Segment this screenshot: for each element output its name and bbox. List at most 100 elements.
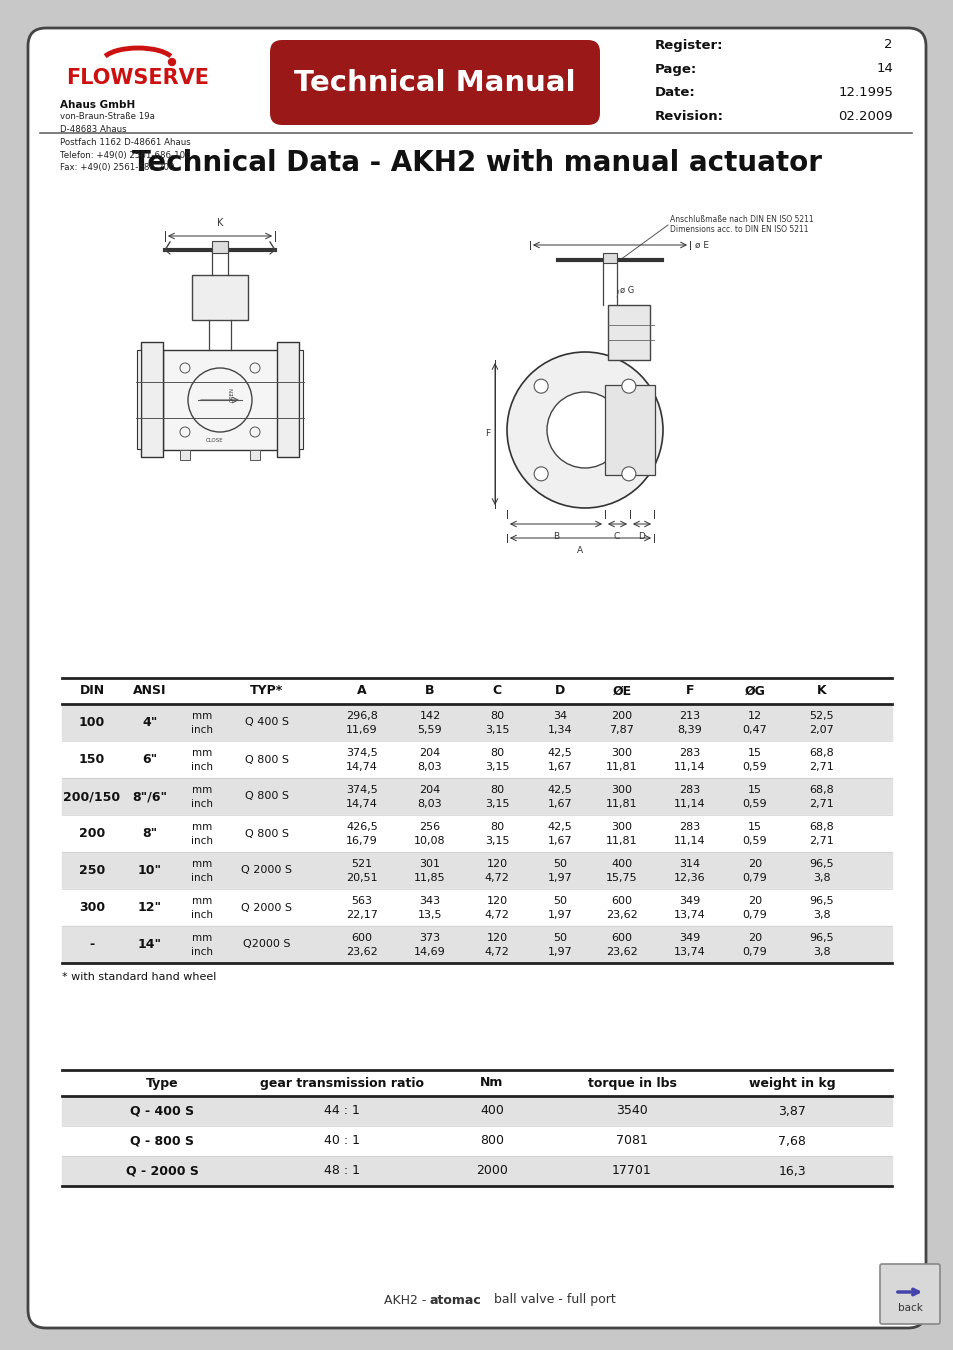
Text: mm: mm: [192, 896, 212, 906]
Text: 68,8: 68,8: [809, 784, 834, 795]
Text: von-Braun-Straße 19a
D-48683 Ahaus
Postfach 1162 D-48661 Ahaus
Telefon: +49(0) 2: von-Braun-Straße 19a D-48683 Ahaus Postf…: [60, 112, 191, 173]
Text: 374,5: 374,5: [346, 748, 377, 757]
Bar: [212, 242, 228, 252]
Text: 50: 50: [553, 933, 566, 942]
Text: 17701: 17701: [612, 1165, 651, 1177]
Text: 8,03: 8,03: [417, 799, 442, 809]
Text: 12": 12": [138, 900, 162, 914]
Text: 0,59: 0,59: [741, 799, 766, 809]
Text: 300: 300: [79, 900, 105, 914]
Text: 14,74: 14,74: [346, 799, 377, 809]
Text: 213: 213: [679, 711, 700, 721]
Text: 96,5: 96,5: [809, 933, 834, 942]
Bar: [604, 385, 655, 475]
Text: 16,79: 16,79: [346, 836, 377, 846]
Text: 120: 120: [486, 933, 507, 942]
Text: 600: 600: [611, 896, 632, 906]
Text: Q - 2000 S: Q - 2000 S: [126, 1165, 198, 1177]
Text: Technical Manual: Technical Manual: [294, 69, 576, 97]
Text: 2,71: 2,71: [809, 836, 834, 846]
Text: inch: inch: [191, 836, 213, 846]
Text: ø E: ø E: [695, 240, 708, 250]
Text: 300: 300: [611, 822, 632, 832]
FancyBboxPatch shape: [28, 28, 925, 1328]
Text: 20: 20: [747, 859, 761, 869]
Text: 301: 301: [419, 859, 440, 869]
Text: 300: 300: [611, 784, 632, 795]
Text: 7081: 7081: [616, 1134, 647, 1148]
Text: 600: 600: [351, 933, 372, 942]
Text: 2,71: 2,71: [809, 799, 834, 809]
Text: 4,72: 4,72: [484, 946, 509, 957]
Text: Q 2000 S: Q 2000 S: [241, 903, 293, 913]
Text: DIN: DIN: [79, 684, 105, 698]
Text: 4": 4": [142, 716, 157, 729]
Bar: [276, 342, 298, 458]
Text: 15: 15: [747, 822, 761, 832]
Text: 204: 204: [419, 784, 440, 795]
Text: 48 : 1: 48 : 1: [324, 1165, 359, 1177]
Text: 0,59: 0,59: [741, 836, 766, 846]
Text: * with standard hand wheel: * with standard hand wheel: [62, 972, 216, 981]
Text: 68,8: 68,8: [809, 822, 834, 832]
Text: 68,8: 68,8: [809, 748, 834, 757]
Bar: [250, 450, 260, 460]
Text: inch: inch: [191, 725, 213, 734]
Text: 50: 50: [553, 896, 566, 906]
Text: 2000: 2000: [476, 1165, 507, 1177]
Text: 96,5: 96,5: [809, 896, 834, 906]
Text: 13,5: 13,5: [417, 910, 442, 919]
Text: 44 : 1: 44 : 1: [324, 1104, 359, 1118]
Text: Anschlußmaße nach DIN EN ISO 5211: Anschlußmaße nach DIN EN ISO 5211: [669, 216, 813, 224]
Text: 343: 343: [419, 896, 440, 906]
Text: weight in kg: weight in kg: [748, 1076, 835, 1089]
Text: Q - 800 S: Q - 800 S: [130, 1134, 193, 1148]
Text: 563: 563: [351, 896, 372, 906]
Text: 13,74: 13,74: [674, 946, 705, 957]
Text: 15: 15: [747, 748, 761, 757]
Text: mm: mm: [192, 711, 212, 721]
Text: 256: 256: [419, 822, 440, 832]
Text: 400: 400: [611, 859, 632, 869]
Text: FLOWSERVE: FLOWSERVE: [67, 68, 210, 88]
Text: 15: 15: [747, 784, 761, 795]
Text: CLOSE: CLOSE: [206, 437, 224, 443]
Text: 14": 14": [138, 938, 162, 950]
Text: 14,69: 14,69: [414, 946, 445, 957]
Circle shape: [546, 392, 622, 468]
Text: TYP*: TYP*: [250, 684, 283, 698]
Text: 52,5: 52,5: [809, 711, 834, 721]
Bar: [607, 305, 649, 360]
Text: mm: mm: [192, 933, 212, 942]
Text: B: B: [425, 684, 435, 698]
Text: 80: 80: [490, 784, 503, 795]
Text: 2,07: 2,07: [809, 725, 834, 734]
Text: 120: 120: [486, 896, 507, 906]
Text: Type: Type: [146, 1076, 178, 1089]
Text: 20,51: 20,51: [346, 873, 377, 883]
Text: inch: inch: [191, 873, 213, 883]
Text: 3,8: 3,8: [812, 873, 830, 883]
Text: 4,72: 4,72: [484, 910, 509, 919]
Text: C: C: [613, 532, 619, 541]
Text: Q2000 S: Q2000 S: [243, 940, 291, 949]
Text: 11,85: 11,85: [414, 873, 445, 883]
Text: 200: 200: [79, 828, 105, 840]
Text: 20: 20: [747, 896, 761, 906]
Text: 0,79: 0,79: [741, 946, 766, 957]
Text: 11,81: 11,81: [605, 836, 638, 846]
Text: 374,5: 374,5: [346, 784, 377, 795]
Text: 100: 100: [79, 716, 105, 729]
Text: 5,59: 5,59: [417, 725, 442, 734]
Text: 3540: 3540: [616, 1104, 647, 1118]
Text: 11,81: 11,81: [605, 799, 638, 809]
Text: 8": 8": [142, 828, 157, 840]
Text: 3,8: 3,8: [812, 946, 830, 957]
Text: 1,67: 1,67: [547, 799, 572, 809]
Text: 0,59: 0,59: [741, 761, 766, 772]
Text: 373: 373: [419, 933, 440, 942]
Text: 12.1995: 12.1995: [838, 86, 892, 100]
Text: Dimensions acc. to DIN EN ISO 5211: Dimensions acc. to DIN EN ISO 5211: [669, 225, 807, 235]
Text: 14,74: 14,74: [346, 761, 377, 772]
Text: 142: 142: [419, 711, 440, 721]
